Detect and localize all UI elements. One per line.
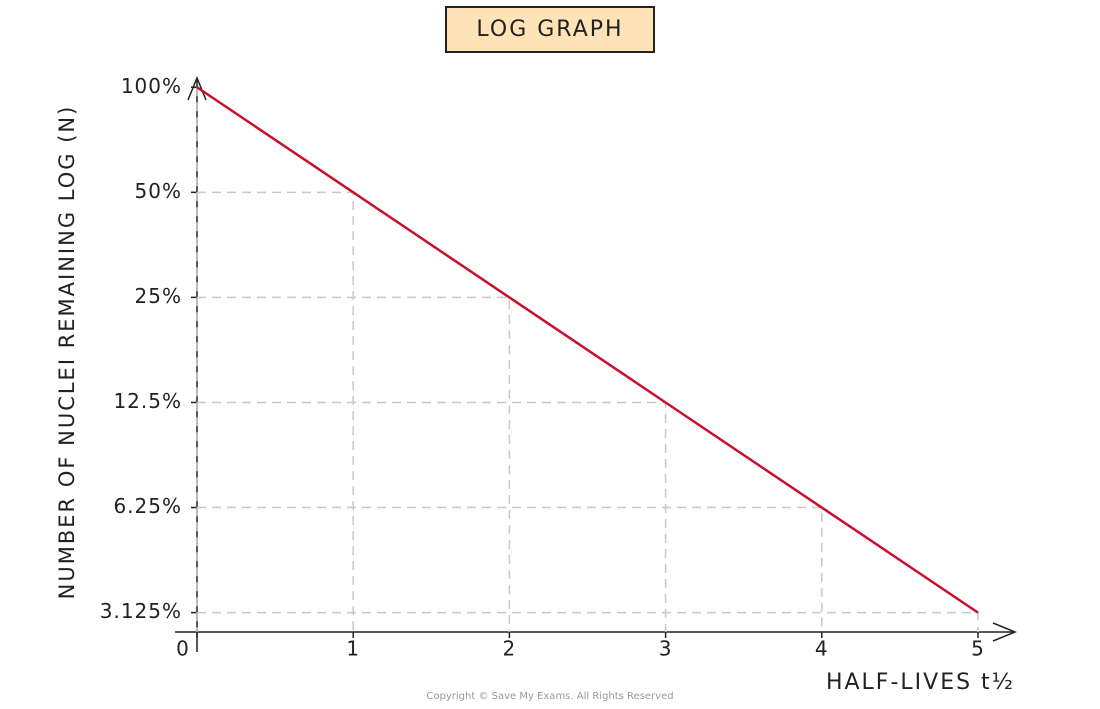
title-box — [445, 6, 655, 53]
data-line — [196, 86, 979, 614]
copyright: Copyright © Save My Exams. All Rights Re… — [426, 691, 673, 702]
y-tick-label: 12.5% — [113, 389, 182, 413]
grid-line — [197, 401, 667, 632]
grid-line — [197, 191, 354, 632]
grid-line — [197, 506, 823, 632]
y-tick-label: 100% — [121, 74, 182, 98]
y-tick-label: 25% — [135, 284, 182, 308]
x-tick-label: 4 — [815, 637, 829, 661]
x-axis-label: HALF-LIVES t½ — [826, 670, 1015, 695]
axes — [175, 76, 1017, 652]
y-tick-label: 50% — [135, 179, 182, 203]
chart-title: LOG GRAPH — [476, 17, 623, 42]
x-tick-label: 0 — [176, 637, 190, 661]
x-tick-label: 5 — [971, 637, 985, 661]
grid-line — [197, 611, 979, 632]
x-tick-label: 3 — [659, 637, 673, 661]
y-tick-label: 3.125% — [100, 599, 182, 623]
y-tick-label: 6.25% — [113, 494, 182, 518]
x-tick-label: 1 — [346, 637, 360, 661]
x-tick-label: 2 — [503, 637, 517, 661]
y-axis-label: NUMBER OF NUCLEI REMAINING LOG (N) — [55, 105, 79, 600]
